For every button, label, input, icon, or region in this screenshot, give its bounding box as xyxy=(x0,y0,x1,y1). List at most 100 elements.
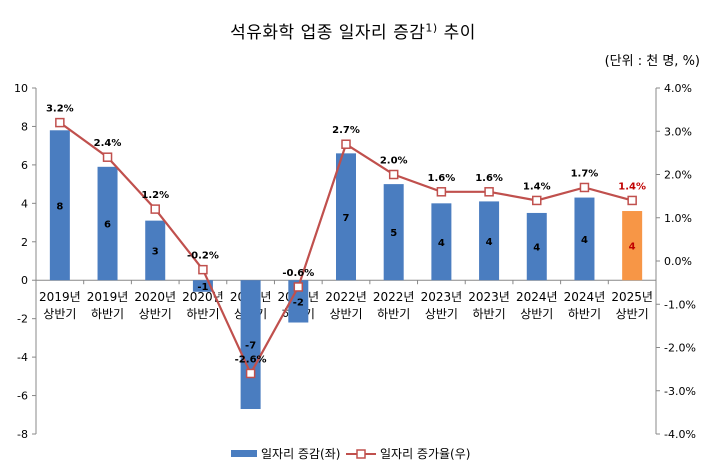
line-value-label: 2.0% xyxy=(380,156,408,167)
category-label-year: 2019년 xyxy=(87,290,129,304)
right-tick-label: -1.0% xyxy=(664,298,696,311)
line-point-marker xyxy=(627,195,637,206)
bar-value-label: 4 xyxy=(486,237,493,248)
line-series xyxy=(55,117,637,379)
right-tick-label: 2.0% xyxy=(664,169,692,182)
line-value-label: 1.4% xyxy=(523,181,551,192)
line-point-marker xyxy=(388,169,399,180)
line-value-label: 1.6% xyxy=(428,173,456,184)
category-label-year: 2024년 xyxy=(564,290,606,304)
unit-note: (단위 : 천 명, %) xyxy=(604,54,700,69)
left-tick-label: -2 xyxy=(17,313,28,326)
bar xyxy=(622,211,643,281)
legend: 일자리 증감(좌) 일자리 증가율(우) xyxy=(231,447,470,461)
chart-title: 석유화학 업종 일자리 증감1) 추이 xyxy=(0,18,706,43)
line-point-marker xyxy=(341,139,351,149)
category-label-year: 2023년 xyxy=(421,290,463,304)
line-value-label: 3.2% xyxy=(46,104,74,115)
category-label-year: 2022년 xyxy=(325,290,367,304)
bar-value-label: 4 xyxy=(581,235,588,246)
bar xyxy=(336,153,356,281)
left-tick-label: -6 xyxy=(17,390,28,403)
bar xyxy=(526,212,547,281)
left-tick-label: 6 xyxy=(21,159,28,172)
line-value-label: -0.2% xyxy=(187,251,219,262)
right-tick-label: -4.0% xyxy=(664,428,696,441)
right-tick-label: 1.0% xyxy=(664,212,692,225)
bar xyxy=(383,184,404,281)
bar-value-label: 4 xyxy=(629,242,636,253)
right-tick-label: 3.0% xyxy=(664,125,692,138)
line-point-marker xyxy=(198,264,208,275)
line-point-marker xyxy=(245,368,256,379)
left-tick-label: 2 xyxy=(21,236,28,249)
category-label-year: 2020년 xyxy=(134,290,176,304)
line-point-marker xyxy=(484,187,494,197)
left-tick-label: -8 xyxy=(17,428,28,441)
line-value-label: -0.6% xyxy=(282,268,314,279)
chart-title-footnote: 1) xyxy=(425,21,438,35)
bar-value-label: 4 xyxy=(533,243,540,254)
line-value-label: 2.7% xyxy=(332,125,360,136)
right-tick-label: -3.0% xyxy=(664,385,696,398)
legend-bar-label: 일자리 증감(좌) xyxy=(261,447,340,461)
bar xyxy=(97,166,118,281)
category-label-half: 상반기 xyxy=(329,307,362,321)
data-labels: 8 6 3 -1 -7 -2 7 5 4 4 4 4 4 3.2% 2.4% 1.2% -0.2% -2.6% -0… xyxy=(46,104,646,366)
bar xyxy=(145,220,166,281)
category-label-half: 상반기 xyxy=(520,307,553,321)
category-label-half: 상반기 xyxy=(43,307,76,321)
bar-series xyxy=(49,130,643,410)
bar-value-label: 3 xyxy=(152,246,159,257)
line-point-marker xyxy=(102,152,113,162)
bar xyxy=(192,280,213,292)
category-label-half: 상반기 xyxy=(425,307,458,321)
legend-line-label: 일자리 증가율(우) xyxy=(380,447,470,461)
line-value-label: -2.6% xyxy=(235,354,267,365)
line-point-marker xyxy=(579,182,590,193)
category-label-half: 상반기 xyxy=(616,307,649,321)
line-value-label: 1.4% xyxy=(618,181,646,192)
bar-value-label: -7 xyxy=(245,341,256,352)
category-label-half: 하반기 xyxy=(186,307,219,321)
left-tick-label: 0 xyxy=(21,274,28,287)
category-label-half: 하반기 xyxy=(377,307,410,321)
line-point-marker xyxy=(436,187,447,197)
line-value-label: 1.6% xyxy=(475,173,503,184)
line-value-label: 1.7% xyxy=(571,168,599,179)
left-tick-label: 8 xyxy=(21,120,28,133)
chart-title-suffix: 추이 xyxy=(437,23,476,43)
category-label-half: 하반기 xyxy=(473,307,506,321)
line-point-marker xyxy=(150,204,160,214)
bar xyxy=(240,280,261,410)
line-point-marker xyxy=(55,117,65,128)
bar-value-label: 8 xyxy=(56,201,63,212)
bar-value-label: 4 xyxy=(438,238,445,249)
bar xyxy=(49,130,70,281)
bar xyxy=(431,203,452,281)
category-label-year: 2024년 xyxy=(516,290,558,304)
legend-line-marker xyxy=(356,449,366,459)
bar xyxy=(288,280,309,323)
line-point-marker xyxy=(532,195,542,206)
right-tick-label: 4.0% xyxy=(664,82,692,95)
category-label-half: 하반기 xyxy=(568,307,601,321)
category-label-year: 2023년 xyxy=(468,290,510,304)
right-tick-label: -2.0% xyxy=(664,342,696,355)
category-label-half: 하반기 xyxy=(91,307,124,321)
line-value-label: 1.2% xyxy=(141,190,169,201)
chart-title-text: 석유화학 업종 일자리 증감 xyxy=(230,23,426,43)
bar xyxy=(479,201,500,281)
bar xyxy=(574,197,595,281)
bar-value-label: 6 xyxy=(104,220,111,231)
category-label-year: 2019년 xyxy=(39,290,81,304)
bar-value-label: -2 xyxy=(293,297,304,308)
bar-value-label: 5 xyxy=(390,228,397,239)
category-label-half: 상반기 xyxy=(139,307,172,321)
line-point-marker xyxy=(293,282,304,292)
left-tick-label: 10 xyxy=(14,82,28,95)
bar-value-label: 7 xyxy=(343,213,350,224)
left-tick-label: -4 xyxy=(17,351,28,364)
right-tick-label: 0.0% xyxy=(664,255,692,268)
